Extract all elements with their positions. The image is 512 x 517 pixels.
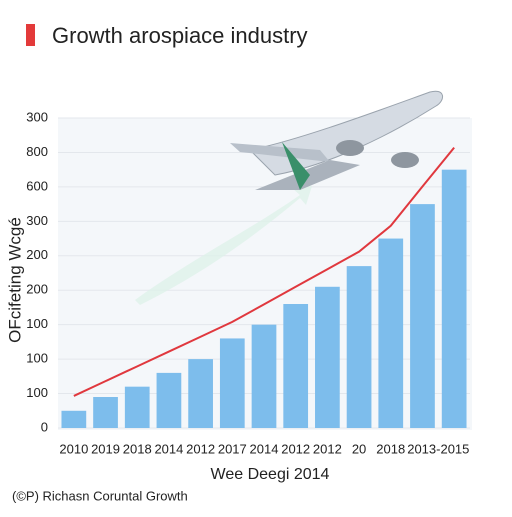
x-tick-label: 2019: [91, 441, 120, 456]
bar: [441, 169, 467, 428]
bar: [188, 359, 213, 428]
bar: [315, 286, 340, 428]
engine: [336, 140, 364, 156]
engine: [391, 152, 419, 168]
x-tick-label: 20: [352, 441, 366, 456]
chart-title: Growth arospiace industry: [52, 23, 308, 48]
x-tick-label: 2017: [218, 441, 247, 456]
x-tick-label: 2012: [281, 441, 310, 456]
y-axis-label: OFcifeting Wcgé: [5, 217, 24, 343]
wing: [230, 143, 330, 162]
y-tick-label: 100: [26, 316, 48, 331]
bar: [219, 338, 245, 428]
airplane-illustration: [135, 90, 443, 305]
bar: [251, 324, 277, 428]
y-tick-label: 800: [26, 144, 48, 159]
y-tick-label: 200: [26, 282, 48, 297]
bar: [378, 238, 404, 428]
x-tick-label: 2014: [250, 441, 279, 456]
bar: [93, 397, 118, 428]
bar: [61, 410, 87, 428]
x-tick-label: 2018: [376, 441, 405, 456]
swoosh: [135, 186, 312, 305]
x-tick-label: 2012: [313, 441, 342, 456]
footer: (©P) Richasn Coruntal Growth: [12, 488, 188, 503]
title-accent: [26, 24, 35, 46]
y-tick-label: 200: [26, 247, 48, 262]
bar: [346, 266, 372, 428]
line: [73, 146, 455, 397]
x-tick-label: 2018: [123, 441, 152, 456]
y-tick-label: 600: [26, 178, 48, 193]
y-tick-label: 0: [41, 419, 48, 434]
bar: [283, 304, 309, 428]
bar: [124, 386, 150, 428]
bar: [156, 372, 182, 428]
y-tick-label: 300: [26, 213, 48, 228]
tail: [282, 142, 310, 190]
x-axis-label: Wee Deegi 2014: [211, 466, 330, 483]
x-tick-label: 2014: [154, 441, 183, 456]
x-tick-label: 2010: [59, 441, 88, 456]
bar: [410, 204, 435, 428]
x-tick-label: 2013-2015: [407, 441, 469, 456]
y-tick-label: 100: [26, 385, 48, 400]
x-tick-label: 2012: [186, 441, 215, 456]
y-tick-label: 300: [26, 109, 48, 124]
y-tick-label: 100: [26, 351, 48, 366]
